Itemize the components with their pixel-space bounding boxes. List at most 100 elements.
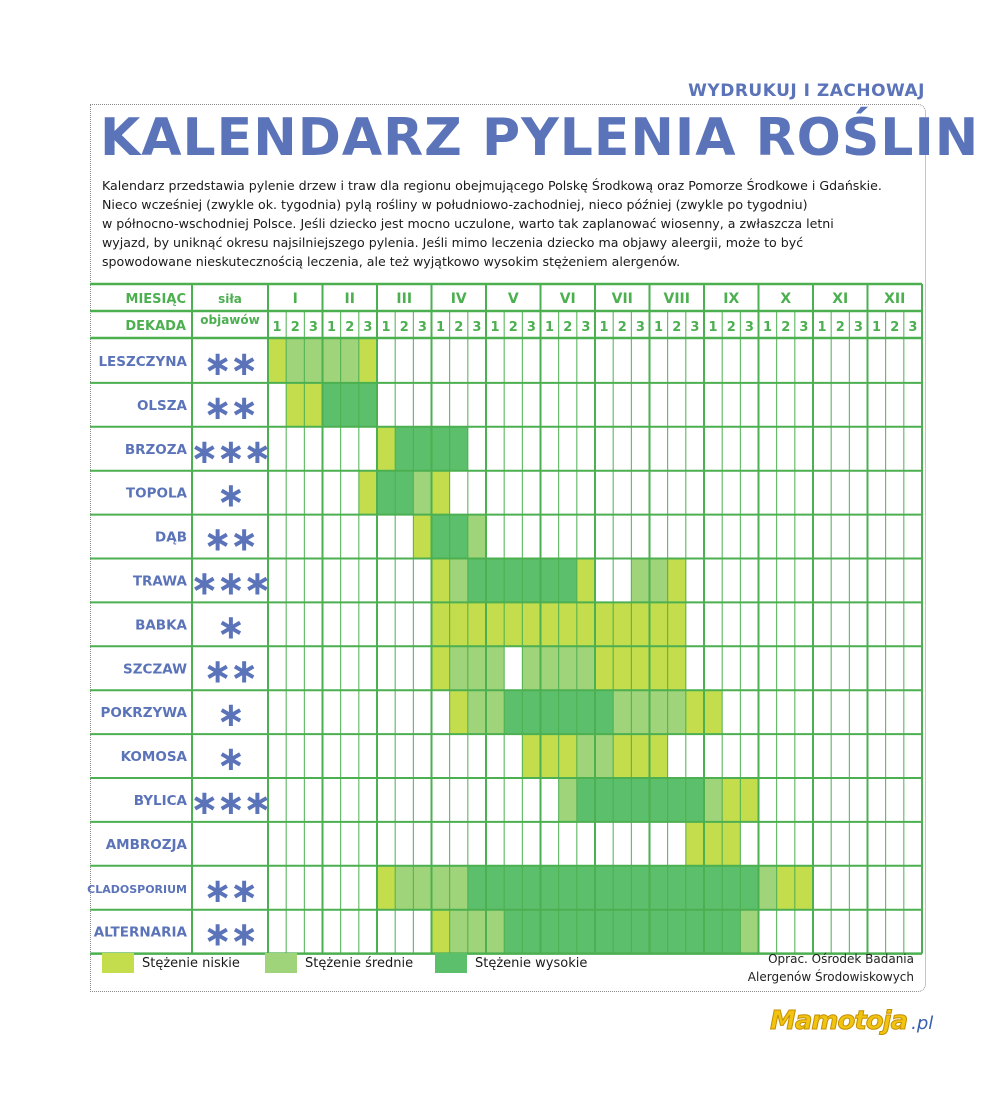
plant-name: LESZCZYNA (98, 354, 187, 370)
decade-label: 3 (472, 320, 481, 335)
heatmap-cell (504, 690, 523, 735)
heatmap-cell (649, 865, 668, 910)
plant-name: AMBROZJA (106, 837, 188, 853)
month-label: IV (451, 291, 467, 307)
heatmap-cell (504, 558, 523, 603)
heatmap-cell (540, 734, 559, 778)
decade-header-label: DEKADA (125, 319, 186, 334)
heatmap-cell (431, 909, 450, 954)
plant-name: OLSZA (137, 398, 188, 414)
heatmap-cell (486, 558, 505, 603)
heatmap-cell (704, 778, 723, 822)
heatmap-cell (322, 382, 341, 427)
heatmap-cell (794, 865, 814, 910)
heatmap-cell (576, 646, 596, 691)
month-label: XII (884, 291, 905, 307)
heatmap-cell (558, 778, 578, 822)
heatmap-cell (740, 865, 759, 910)
heatmap-cell (486, 602, 505, 647)
heatmap-cell (631, 778, 650, 822)
heatmap-cell (722, 778, 741, 822)
site-logo[interactable]: Mamotoja .pl (769, 1006, 933, 1037)
heatmap-cell (377, 470, 396, 515)
month-header-label: MIESIĄC (126, 292, 186, 307)
logo-main-text: Mamotoja (769, 1006, 908, 1037)
decade-label: 3 (636, 320, 645, 335)
credit-line: Oprac. Ośrodek Badania (768, 952, 914, 966)
heatmap-cell (649, 690, 668, 735)
heatmap-cell (685, 778, 705, 822)
decade-label: 1 (709, 320, 718, 335)
description-line: Nieco wcześniej (zwykle ok. tygodnia) py… (102, 197, 808, 212)
plant-name: CLADOSPORIUM (87, 883, 187, 896)
decade-label: 2 (672, 320, 681, 335)
heatmap-cell (322, 339, 341, 383)
heatmap-cell (467, 646, 487, 691)
heatmap-cell (776, 865, 796, 910)
heatmap-cell (268, 339, 287, 383)
heatmap-cell (613, 909, 632, 954)
heatmap-cell (613, 734, 632, 778)
description-line: spowodowane nieskutecznością leczenia, a… (102, 254, 681, 269)
month-label: III (396, 291, 412, 307)
heatmap-cell (740, 778, 759, 822)
decade-label: 3 (745, 320, 754, 335)
heatmap-cell (467, 558, 487, 603)
decade-label: 1 (382, 320, 391, 335)
severity-stars: ∗∗∗ (190, 563, 269, 603)
month-label: XI (832, 291, 848, 307)
month-label: II (345, 291, 355, 307)
heatmap-cell (649, 909, 668, 954)
heatmap-cell (522, 646, 541, 691)
decade-label: 2 (345, 320, 354, 335)
heatmap-cell (649, 558, 668, 603)
decade-label: 3 (908, 320, 917, 335)
heatmap-cell (595, 909, 614, 954)
decade-label: 1 (600, 320, 609, 335)
heatmap-cell (685, 821, 705, 866)
description-line: wyjazd, by uniknąć okresu najsilniejszeg… (102, 235, 804, 250)
heatmap-cell (558, 734, 578, 778)
decade-label: 1 (654, 320, 663, 335)
decade-label: 1 (436, 320, 445, 335)
severity-header-label: siła (218, 292, 242, 306)
heatmap-cell (540, 558, 559, 603)
description-line: Kalendarz przedstawia pylenie drzew i tr… (102, 178, 882, 193)
heatmap-cell (431, 602, 450, 647)
decade-label: 2 (727, 320, 736, 335)
heatmap-cell (486, 865, 505, 910)
heatmap-cell (631, 865, 650, 910)
decade-label: 3 (690, 320, 699, 335)
severity-stars: ∗ (217, 739, 244, 779)
heatmap-cell (486, 909, 505, 954)
heatmap-cell (449, 909, 469, 954)
heatmap-cell (576, 865, 596, 910)
month-label: X (780, 291, 791, 307)
heatmap-cell (613, 646, 632, 691)
decade-label: 2 (400, 320, 409, 335)
heatmap-cell (613, 602, 632, 647)
description-line: w północno-wschodniej Polsce. Jeśli dzie… (102, 216, 834, 231)
heatmap-cell (449, 646, 469, 691)
heatmap-cell (631, 734, 650, 778)
severity-stars: ∗∗ (204, 344, 257, 384)
heatmap-cell (413, 426, 432, 471)
decade-label: 1 (491, 320, 500, 335)
severity-stars: ∗∗∗ (190, 783, 269, 823)
heatmap-cell (540, 690, 559, 735)
heatmap-cell (558, 602, 578, 647)
heatmap-cell (304, 339, 323, 383)
decade-label: 3 (581, 320, 590, 335)
heatmap-cell (467, 909, 487, 954)
heatmap-cell (358, 339, 378, 383)
heatmap-cell (413, 514, 432, 559)
heatmap-cell (431, 514, 450, 559)
severity-stars: ∗∗ (204, 388, 257, 428)
heatmap-cell (704, 690, 723, 735)
heatmap-cell (540, 602, 559, 647)
heatmap-cell (558, 909, 578, 954)
legend-low: Stężenie niskie (102, 952, 240, 974)
page-frame (90, 104, 926, 992)
heatmap-cell (413, 865, 432, 910)
